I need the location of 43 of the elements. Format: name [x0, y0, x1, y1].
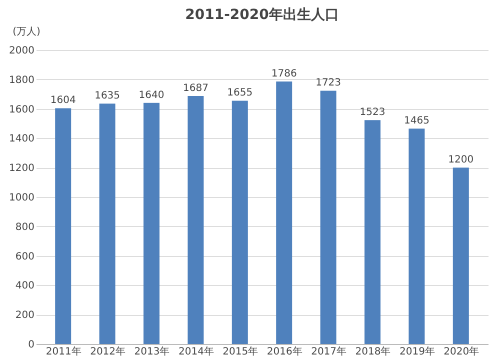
data-label: 1523 [360, 107, 386, 118]
data-label: 1655 [227, 88, 253, 99]
x-tick-label: 2014年 [178, 346, 214, 358]
chart-title: 2011-2020年出生人口 [185, 7, 339, 23]
x-tick-label: 2016年 [266, 346, 302, 358]
y-tick-label: 1600 [9, 104, 34, 116]
bar [188, 96, 204, 344]
y-tick-label: 1800 [9, 74, 34, 86]
data-label: 1465 [404, 116, 430, 127]
data-label: 1640 [138, 90, 164, 101]
x-tick-label: 2019年 [399, 346, 435, 358]
y-tick-label: 1400 [9, 134, 34, 145]
y-tick-label: 200 [15, 310, 34, 322]
bar [144, 102, 160, 344]
y-tick-label: 1200 [9, 163, 34, 174]
y-tick-label: 600 [15, 251, 34, 262]
x-tick-label: 2017年 [311, 346, 347, 358]
data-label: 1200 [448, 154, 474, 166]
y-tick-label: 1000 [9, 192, 34, 204]
x-tick-label: 2013年 [134, 346, 170, 358]
data-label: 1786 [271, 68, 297, 80]
x-tick-label: 2020年 [444, 346, 480, 358]
x-tick-label: 2011年 [46, 346, 82, 358]
y-tick-label: 0 [28, 340, 34, 350]
bar [99, 104, 116, 344]
data-label: 1635 [94, 90, 120, 102]
y-tick-label: 2000 [9, 46, 34, 56]
x-tick-label: 2015年 [222, 346, 258, 358]
bar [408, 128, 425, 344]
bar [364, 120, 380, 344]
bar [55, 108, 72, 344]
bar [276, 81, 292, 344]
x-tick-label: 2012年 [90, 346, 126, 358]
bar [452, 168, 469, 344]
x-tick-label: 2018年 [355, 346, 391, 358]
y-tick-label: 400 [15, 280, 34, 292]
data-label: 1604 [50, 95, 76, 106]
data-label: 1723 [316, 78, 342, 89]
bar [232, 100, 248, 344]
y-axis-title: (万人) [12, 26, 40, 38]
bar [320, 90, 336, 344]
y-tick-label: 800 [15, 222, 34, 233]
data-label: 1687 [182, 83, 208, 94]
